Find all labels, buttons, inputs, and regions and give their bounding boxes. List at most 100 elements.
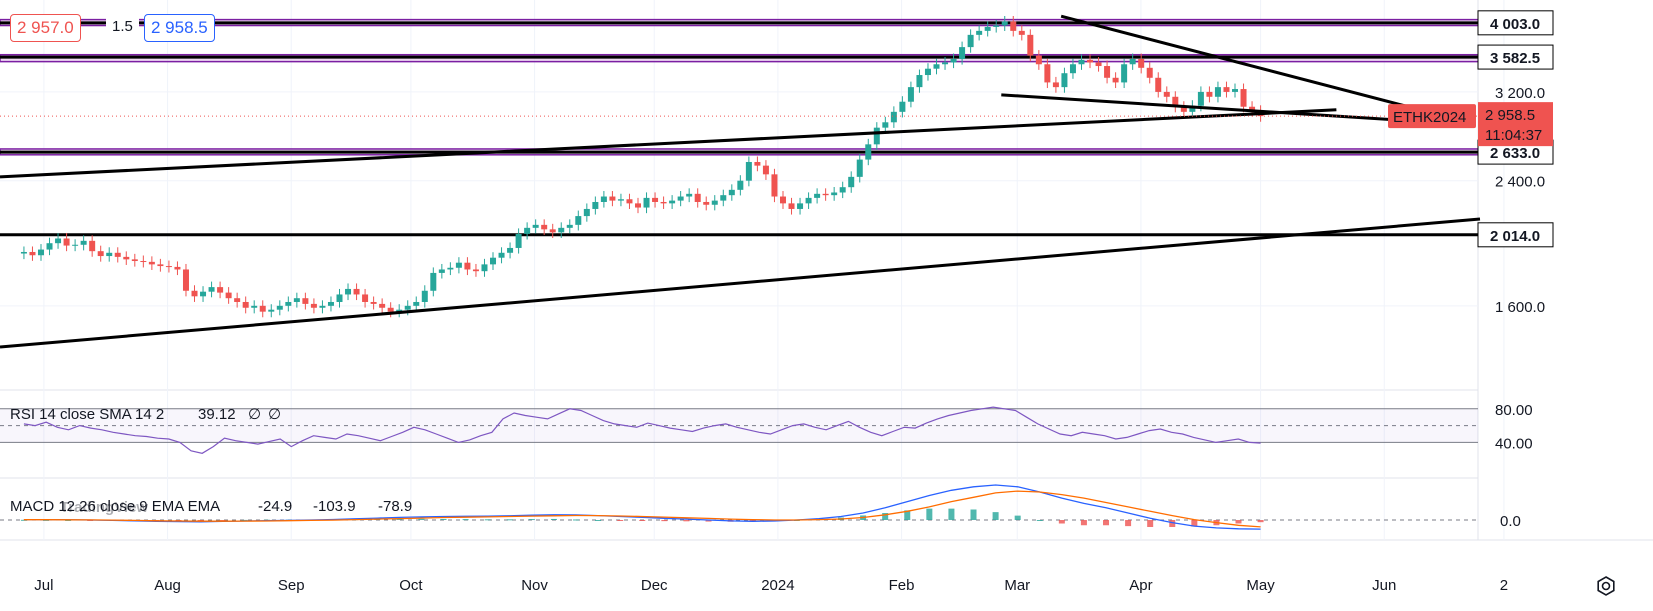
symbol-label: ETHK2024 — [1393, 109, 1466, 126]
candle-body — [515, 233, 522, 248]
candle-body — [694, 193, 701, 202]
level-box — [1477, 10, 1554, 36]
candle-body — [106, 252, 113, 257]
candle-body — [993, 25, 1000, 27]
candle-body — [814, 193, 821, 198]
candle-body — [779, 196, 786, 204]
macd-hist-bar — [1103, 520, 1110, 526]
macd-hist-bar — [992, 512, 999, 520]
macd-value: -103.9 — [313, 498, 356, 515]
candle-body — [600, 196, 607, 202]
candle-body — [285, 301, 292, 306]
candle-body — [1180, 106, 1187, 112]
candle-body — [447, 267, 454, 270]
candle-body — [336, 294, 343, 302]
candle-body — [745, 161, 752, 181]
price-label: 3 200.0 — [1495, 85, 1545, 102]
candle-body — [1206, 91, 1213, 97]
candle-body — [327, 301, 334, 306]
candle-body — [251, 305, 258, 308]
macd-hist-bar — [1125, 520, 1132, 527]
candle-body — [720, 195, 727, 201]
rsi-level-label: 80.00 — [1495, 402, 1533, 419]
candle-body — [839, 187, 846, 193]
candle-body — [592, 201, 599, 209]
candle-body — [464, 262, 471, 270]
macd-hist-bar — [683, 520, 690, 522]
macd-hist-bar — [1036, 520, 1043, 521]
candle-body — [89, 240, 96, 252]
macd-hist-bar — [528, 519, 535, 521]
candle-body — [626, 199, 633, 204]
candle-body — [856, 159, 863, 177]
candle-body — [208, 287, 215, 292]
time-label: Jun — [1372, 577, 1396, 594]
gear-icon[interactable] — [1592, 572, 1620, 600]
ask-price-button[interactable]: 2 958.5 — [144, 14, 215, 42]
candle-body — [524, 227, 531, 234]
macd-hist-bar — [396, 518, 403, 520]
candle-body — [165, 266, 172, 268]
candle-body — [234, 298, 241, 302]
candle-body — [1163, 91, 1170, 97]
time-label: Aug — [154, 577, 181, 594]
candle-body — [353, 288, 360, 295]
rsi-line — [23, 406, 1261, 454]
candle-body — [532, 224, 539, 228]
candle-body — [1087, 59, 1094, 63]
time-label: Mar — [1004, 577, 1030, 594]
rsi-extra: ∅ — [248, 406, 261, 423]
bid-price-button[interactable]: 2 957.0 — [10, 14, 81, 42]
candle-body — [1214, 87, 1221, 97]
candle-body — [182, 269, 189, 291]
candle-body — [1052, 82, 1059, 88]
candle-body — [387, 307, 394, 312]
macd-zero-label: 0.0 — [1500, 513, 1521, 530]
candle-body — [984, 26, 991, 31]
candle-body — [430, 272, 437, 291]
trendline — [0, 108, 1337, 179]
candle-body — [583, 208, 590, 217]
candle-body — [20, 251, 27, 254]
macd-hist-bar — [904, 510, 911, 520]
rsi-panel: RSI 14 close SMA 14 2 39.12 ∅ ∅ — [0, 406, 1478, 454]
time-label: Nov — [521, 577, 548, 594]
time-axis: Jul Aug Sep Oct Nov Dec 2024 Feb Mar Apr May Jun 2 — [34, 577, 1508, 594]
macd-title: MACD 12 26 close 9 EMA EMA — [10, 498, 220, 515]
macd-hist-bar — [65, 520, 72, 521]
candle-body — [72, 244, 79, 246]
macd-hist-bar — [462, 519, 469, 521]
candle-body — [737, 180, 744, 190]
candle-body — [549, 229, 556, 233]
price-axis: 3 200.0 2 400.0 1 600.0 4 003.0 3 582.5 2 633… — [0, 10, 1554, 530]
last-price-label: 2 958.5 — [1485, 107, 1535, 124]
candle-body — [890, 111, 897, 123]
macd-hist-bar — [617, 520, 624, 521]
symbol-tag — [1388, 104, 1476, 129]
candle-body — [950, 59, 957, 63]
macd-hist-bar — [1191, 520, 1198, 527]
signal-line — [23, 490, 1261, 528]
candle-body — [805, 197, 812, 204]
candle-body — [345, 288, 352, 295]
candle-body — [1018, 30, 1025, 35]
candle-body — [507, 247, 514, 253]
rsi-title: RSI 14 close SMA 14 2 — [10, 406, 164, 423]
candle-body — [976, 30, 983, 35]
candle-body — [191, 290, 198, 297]
trendlines — [0, 14, 1481, 349]
candle-body — [242, 301, 249, 308]
candle-body — [97, 251, 104, 257]
candle-body — [575, 216, 582, 225]
candle-body — [609, 196, 616, 201]
candle-body — [404, 305, 411, 310]
candle-body — [967, 34, 974, 48]
candle-body — [1001, 21, 1008, 26]
candle-body — [822, 193, 829, 196]
macd-hist-bar — [639, 520, 646, 521]
candle-body — [157, 264, 164, 267]
candle-body — [46, 243, 53, 250]
candles — [20, 16, 1264, 318]
candle-body — [1104, 66, 1111, 78]
